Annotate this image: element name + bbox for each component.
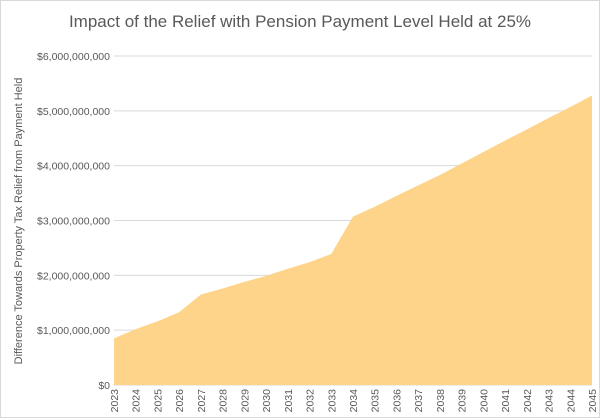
y-axis-ticks: $0 $1,000,000,000 $2,000,000,000 $3,000,000… — [37, 51, 110, 392]
x-tick-label: 2034 — [348, 389, 360, 413]
x-tick-label: 2024 — [131, 389, 143, 413]
chart-title: Impact of the Relief with Pension Paymen… — [69, 12, 531, 31]
x-tick-label: 2038 — [435, 389, 447, 413]
x-tick-label: 2023 — [109, 389, 121, 413]
x-tick-label: 2027 — [196, 389, 208, 413]
x-tick-label: 2030 — [261, 389, 273, 413]
y-tick-label: $0 — [98, 380, 110, 392]
x-tick-label: 2045 — [587, 389, 599, 413]
x-tick-label: 2041 — [500, 389, 512, 413]
x-tick-label: 2032 — [305, 389, 317, 413]
y-tick-label: $4,000,000,000 — [37, 161, 110, 173]
y-axis-label: Difference Towards Property Tax Relief f… — [13, 78, 25, 365]
x-tick-label: 2029 — [239, 389, 251, 413]
y-tick-label: $6,000,000,000 — [37, 51, 110, 63]
x-tick-label: 2040 — [478, 389, 490, 413]
x-tick-label: 2033 — [326, 389, 338, 413]
x-tick-label: 2039 — [457, 389, 469, 413]
x-tick-label: 2025 — [152, 389, 164, 413]
x-tick-label: 2036 — [391, 389, 403, 413]
x-tick-label: 2028 — [218, 389, 230, 413]
x-tick-label: 2044 — [565, 389, 577, 413]
x-tick-label: 2031 — [283, 389, 295, 413]
x-tick-label: 2043 — [544, 389, 556, 413]
x-axis-ticks: 2023 2024 2025 2026 2027 2028 2029 2030 2031 2032… — [109, 389, 599, 413]
x-tick-label: 2042 — [522, 389, 534, 413]
y-tick-label: $3,000,000,000 — [37, 216, 110, 228]
y-tick-label: $1,000,000,000 — [37, 325, 110, 337]
plot-area — [114, 95, 592, 385]
x-tick-label: 2026 — [174, 389, 186, 413]
y-tick-label: $5,000,000,000 — [37, 106, 110, 118]
x-tick-label: 2035 — [370, 389, 382, 413]
y-tick-label: $2,000,000,000 — [37, 270, 110, 282]
x-tick-label: 2037 — [413, 389, 425, 413]
area-series — [114, 95, 592, 385]
